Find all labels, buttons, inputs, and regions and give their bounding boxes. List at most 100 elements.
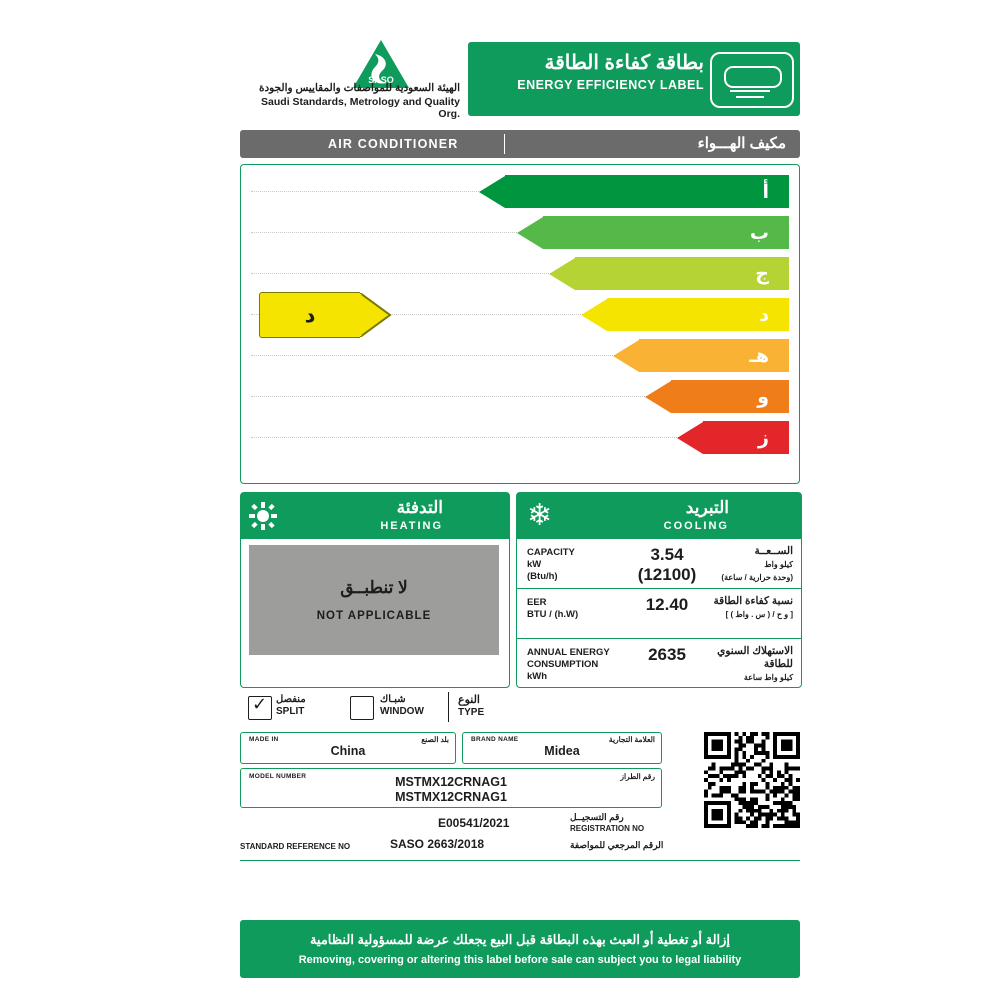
cooling-header: ❄ التبريد COOLING — [517, 493, 801, 539]
grade-letter: و — [757, 385, 769, 408]
grade-guide-line — [251, 273, 789, 274]
standard-caption-ar: الرقم المرجعي للمواصفة — [570, 840, 664, 850]
cooling-value: 12.40 — [645, 595, 689, 614]
cooling-label-en: EER BTU / (h.W) — [527, 597, 579, 620]
label-header: SASO الهيئة السعودية للمواصفات والمقاييس… — [240, 20, 800, 128]
cooling-value: 3.54 (12100) — [637, 545, 697, 584]
grade-guide-line — [251, 314, 789, 315]
grade-letter: ز — [758, 426, 769, 449]
grade-bar-body: و — [671, 380, 789, 413]
heating-na-en: NOT APPLICABLE — [316, 610, 432, 622]
standard-value: SASO 2663/2018 — [390, 837, 485, 851]
grade-guide-line — [251, 396, 789, 397]
cooling-title-en: COOLING — [663, 520, 729, 532]
grade-bar-6: و — [645, 380, 789, 413]
split-checkbox[interactable] — [248, 694, 272, 720]
footer-text-en: Removing, covering or altering this labe… — [298, 954, 742, 966]
saso-logo-icon: SASO — [345, 38, 417, 100]
cooling-row-1: CAPACITY kW (Btu/h) 3.54 (12100) الســعــة كيل… — [517, 539, 801, 589]
footer-text-ar: إزالة أو تغطية أو العبث بهذه البطاقة قبل… — [309, 932, 731, 947]
product-type-bar: AIR CONDITIONER مكيف الهـــواء — [240, 130, 800, 158]
product-type-en: AIR CONDITIONER — [328, 137, 459, 151]
grade-arrow-tip — [581, 298, 607, 331]
heating-title-ar: التدفئة — [396, 498, 443, 517]
grade-arrow-tip — [677, 421, 703, 454]
grade-bar-2: ب — [517, 216, 789, 249]
window-label: شبـاك WINDOW — [380, 694, 424, 718]
brand-value: Midea — [544, 744, 580, 758]
cooling-panel: ❄ التبريد COOLING CAPACITY kW (Btu/h) 3.54(… — [516, 492, 802, 688]
grade-bar-4: د — [581, 298, 789, 331]
cooling-value: 2635 — [648, 645, 686, 664]
grade-letter: ج — [755, 262, 769, 285]
grade-arrow-tip — [517, 216, 543, 249]
cooling-row-3: ANNUAL ENERGY CONSUMPTION kWh 2635 الاستهلاك… — [517, 639, 801, 688]
grade-letter: أ — [762, 180, 769, 203]
divider — [504, 134, 505, 154]
cooling-label-ar: الســعــة كيلو واط (وحدة حرارية / ساعة) — [721, 545, 793, 582]
model-value: MSTMX12CRNAG1 MSTMX12CRNAG1 — [395, 775, 507, 804]
efficiency-grade-scale: أ ب ج د هـ و ز د — [240, 164, 800, 484]
grade-bar-body: هـ — [639, 339, 789, 372]
grade-bar-body: ج — [575, 257, 789, 290]
grade-bar-7: ز — [677, 421, 789, 454]
cooling-label-ar: نسبة كفاءة الطاقة[ و ح / ( س . واط ) ] — [713, 595, 793, 619]
grade-bar-body: ز — [703, 421, 789, 454]
heating-not-applicable: لا تنطبــق NOT APPLICABLE — [249, 545, 499, 655]
registration-value: E00541/2021 — [438, 816, 510, 830]
qr-code — [704, 732, 800, 828]
grade-bar-body: ب — [543, 216, 789, 249]
cooling-rows: CAPACITY kW (Btu/h) 3.54 (12100) الســعــة كيل… — [517, 539, 801, 688]
made-in-box: MADE IN بلد الصنع China — [240, 732, 456, 764]
model-caption-ar: رقم الطراز — [620, 772, 655, 781]
current-grade-letter: د — [304, 303, 316, 327]
split-label-en: SPLIT — [276, 706, 305, 717]
org-name-ar: الهيئة السعودية للمواصفات والمقاييس والج… — [258, 82, 460, 94]
made-in-caption-en: MADE IN — [249, 736, 279, 743]
legal-footer: إزالة أو تغطية أو العبث بهذه البطاقة قبل… — [240, 920, 800, 978]
energy-label: SASO الهيئة السعودية للمواصفات والمقاييس… — [240, 20, 802, 980]
sun-icon — [249, 502, 277, 530]
cooling-label-ar: الاستهلاك السنوي للطاقة كيلو واط ساعة — [717, 645, 793, 682]
standard-caption-en: STANDARD REFERENCE NO — [240, 842, 351, 851]
grade-letter: هـ — [749, 344, 769, 367]
window-label-ar: شبـاك — [380, 694, 406, 705]
cooling-label-en: CAPACITY kW (Btu/h) — [527, 547, 575, 582]
model-box: MODEL NUMBER رقم الطراز MSTMX12CRNAG1 MS… — [240, 768, 662, 808]
split-label: منفصل SPLIT — [276, 694, 306, 718]
grade-guide-line — [251, 355, 789, 356]
grade-bar-body: أ — [505, 175, 789, 208]
divider — [448, 692, 449, 722]
window-checkbox[interactable] — [350, 696, 374, 720]
grade-letter: ب — [749, 221, 769, 244]
current-grade-body: د — [259, 292, 360, 338]
energy-label-banner: بطاقة كفاءة الطاقة ENERGY EFFICIENCY LAB… — [468, 42, 800, 116]
window-label-en: WINDOW — [380, 706, 424, 717]
current-grade-marker: د — [259, 291, 392, 339]
grade-bar-3: ج — [549, 257, 789, 290]
banner-title-ar: بطاقة كفاءة الطاقة — [544, 52, 704, 74]
model-caption-en: MODEL NUMBER — [249, 773, 307, 780]
brand-box: BRAND NAME العلامة التجارية Midea — [462, 732, 662, 764]
type-label-ar: النوع — [458, 694, 480, 706]
brand-caption-en: BRAND NAME — [471, 736, 519, 743]
snowflake-icon: ❄ — [527, 498, 553, 533]
current-grade-tip — [358, 291, 392, 339]
type-selector: منفصل SPLIT شبـاك WINDOW النوع TYPE — [240, 692, 508, 724]
air-conditioner-icon — [710, 52, 794, 108]
grade-bar-body: د — [607, 298, 789, 331]
heating-na-ar: لا تنطبــق — [340, 578, 408, 597]
performance-panels: التدفئة HEATING لا تنطبــق NOT APPLICABL… — [240, 492, 802, 861]
grade-bar-5: هـ — [613, 339, 789, 372]
grade-letter: د — [759, 303, 769, 326]
cooling-title-ar: التبريد — [685, 498, 729, 517]
heating-panel: التدفئة HEATING لا تنطبــق NOT APPLICABL… — [240, 492, 510, 688]
banner-title-en: ENERGY EFFICIENCY LABEL — [517, 78, 704, 92]
grade-arrow-tip — [613, 339, 639, 372]
grade-arrow-tip — [549, 257, 575, 290]
product-info: MADE IN بلد الصنع China BRAND NAME العلا… — [240, 732, 800, 861]
cooling-label-en: ANNUAL ENERGY CONSUMPTION kWh — [527, 647, 610, 682]
heating-title-en: HEATING — [380, 520, 443, 532]
org-name-en: Saudi Standards, Metrology and Quality O… — [261, 96, 460, 120]
grade-bar-1: أ — [479, 175, 789, 208]
